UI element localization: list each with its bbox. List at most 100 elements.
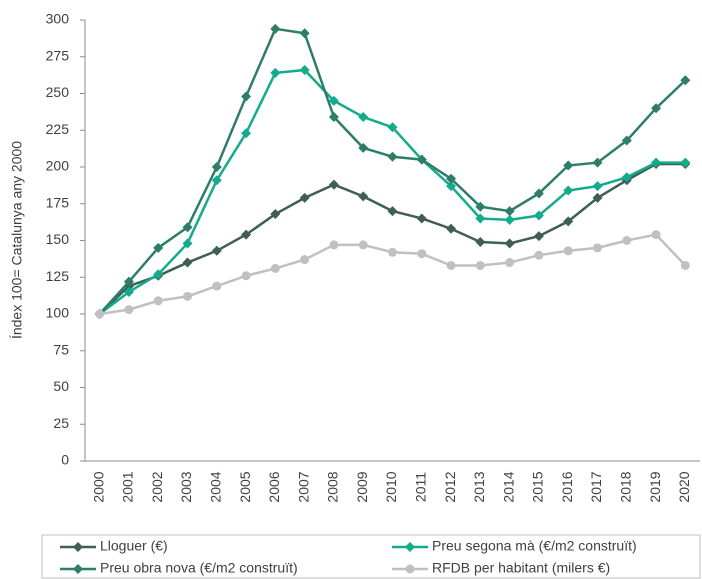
point [299,28,310,39]
point [212,281,222,291]
y-axis-title: Índex 100= Catalunya any 2000 [9,141,25,339]
point [475,236,486,247]
point [563,185,574,196]
point [563,216,574,227]
x-tick-label: 2001 [120,471,136,502]
y-tick-label: 200 [46,158,70,174]
point [563,246,573,256]
point [651,157,662,168]
point [328,179,339,190]
legend-box [41,534,701,579]
point [593,243,602,253]
point [504,238,515,249]
point [211,245,222,256]
point [300,255,310,265]
x-tick-label: 2019 [647,471,663,502]
y-tick-label: 250 [46,84,70,100]
point [211,162,222,172]
point [621,172,632,183]
point [211,175,222,186]
y-tick-label: 75 [53,341,69,357]
x-tick-label: 2020 [676,471,692,502]
point [405,542,415,552]
x-tick-label: 2014 [500,471,516,502]
point [446,260,456,270]
point [182,222,193,233]
legend-label: Preu obra nova (€/m2 construït) [100,560,298,576]
point [680,157,691,168]
x-tick-label: 2010 [383,471,399,502]
point [153,242,164,253]
point [563,160,574,171]
series-line [98,68,686,315]
y-tick-label: 300 [46,11,70,27]
y-tick-label: 0 [61,452,69,468]
point [270,209,281,220]
point [446,181,457,192]
x-tick-label: 2018 [617,471,633,502]
point [241,128,252,139]
series-line [98,27,687,315]
point [241,271,251,281]
point [592,181,603,192]
point [504,206,515,217]
point [387,206,398,217]
point [241,229,252,240]
point [592,157,603,168]
x-tick-label: 2002 [149,471,165,502]
y-tick-label: 150 [46,231,70,247]
point [95,309,105,319]
point [417,249,427,259]
point [328,112,339,123]
point [123,276,134,287]
point [416,213,427,224]
point [446,223,457,234]
point [680,75,691,86]
point [387,151,398,162]
point [182,257,193,268]
point [533,231,544,242]
point [182,238,193,249]
x-tick-label: 2004 [207,471,223,502]
point [270,23,281,34]
point [387,122,398,133]
x-tick-label: 2013 [471,471,487,502]
legend-label: Lloguer (€) [100,538,168,554]
point [388,247,397,257]
x-tick-label: 2005 [237,471,253,502]
x-tick-label: 2016 [559,471,575,502]
point [299,64,310,75]
x-tick-label: 2006 [266,471,282,502]
point [505,258,515,268]
point [651,103,662,114]
point [329,240,339,250]
point [592,192,603,203]
point [241,91,252,102]
point [622,236,632,245]
point [533,210,544,221]
legend-label: Preu segona mà (€/m2 construït) [432,538,637,554]
point [358,191,369,202]
point [270,67,281,78]
point [475,201,486,212]
x-tick-label: 2003 [178,471,194,502]
x-tick-label: 2017 [588,471,604,502]
point [358,112,369,123]
legend-label: RFDB per habitant (milers €) [432,560,610,576]
point [475,260,485,270]
point [124,305,134,315]
x-tick-label: 2011 [412,472,428,502]
y-tick-label: 225 [46,121,70,137]
point [183,291,192,301]
point [405,564,415,574]
x-tick-label: 2012 [442,471,458,502]
x-tick-label: 2007 [295,471,311,502]
point [446,173,457,184]
x-tick-label: 2009 [354,471,370,502]
y-tick-label: 125 [46,268,70,284]
point [358,142,369,153]
point [680,260,690,270]
point [533,188,544,199]
x-tick-label: 2015 [530,471,546,502]
